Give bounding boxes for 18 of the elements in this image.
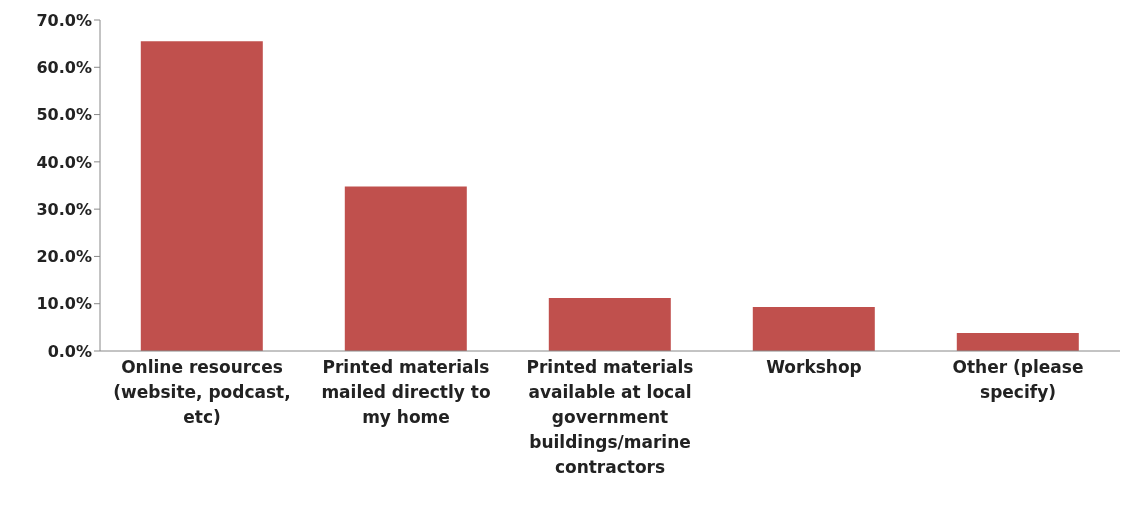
bar [752, 307, 875, 351]
x-tick-label: Printed materials mailed directly to my home [321, 357, 491, 427]
y-tick-label: 10.0% [36, 294, 92, 314]
y-tick-label: 30.0% [36, 199, 92, 219]
y-tick-label: 20.0% [36, 247, 92, 267]
bar [344, 186, 467, 351]
y-tick-label: 60.0% [36, 57, 92, 77]
bar [956, 333, 1079, 351]
y-tick-label: 40.0% [36, 152, 92, 172]
bar [140, 41, 263, 351]
bar [548, 298, 671, 351]
x-tick-label: Printed materials available at local government buildings/marine contractors [526, 357, 694, 477]
x-tick-label: Other (please specify) [952, 357, 1084, 402]
x-tick-label: Online resources (website, podcast, etc) [113, 357, 291, 427]
y-tick-label: 70.0% [36, 10, 92, 30]
x-tick-label: Workshop [766, 357, 862, 377]
y-tick-label: 50.0% [36, 105, 92, 125]
y-tick-label: 0.0% [47, 341, 92, 361]
